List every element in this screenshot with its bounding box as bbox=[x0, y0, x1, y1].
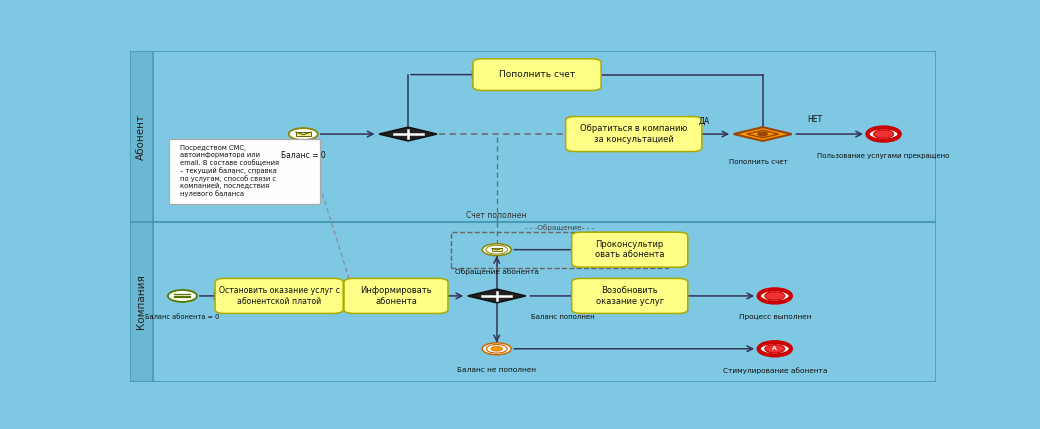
Text: - - -Обращение- - -: - - -Обращение- - - bbox=[525, 224, 594, 231]
FancyBboxPatch shape bbox=[492, 248, 502, 251]
Circle shape bbox=[764, 344, 785, 353]
Circle shape bbox=[167, 290, 197, 302]
FancyBboxPatch shape bbox=[566, 117, 702, 151]
Text: Компания: Компания bbox=[136, 274, 147, 329]
Text: Баланс = 0: Баланс = 0 bbox=[281, 151, 326, 160]
Circle shape bbox=[764, 292, 785, 300]
Text: Баланс не пополнен: Баланс не пополнен bbox=[458, 367, 537, 373]
FancyBboxPatch shape bbox=[153, 51, 936, 222]
FancyBboxPatch shape bbox=[215, 278, 343, 314]
Polygon shape bbox=[379, 127, 437, 141]
FancyBboxPatch shape bbox=[473, 59, 601, 91]
Text: Счет пополнен: Счет пополнен bbox=[467, 211, 527, 220]
FancyBboxPatch shape bbox=[572, 232, 687, 267]
Circle shape bbox=[867, 127, 900, 141]
FancyBboxPatch shape bbox=[344, 278, 448, 314]
Circle shape bbox=[487, 344, 508, 353]
Circle shape bbox=[757, 132, 768, 136]
Text: Обратиться в компанию
за консультацией: Обратиться в компанию за консультацией bbox=[580, 124, 687, 144]
Text: Посредством СМС,
автоинформатора или
email. В составе сообщения
– текущий баланс: Посредством СМС, автоинформатора или ema… bbox=[180, 145, 279, 197]
Text: Баланс абонента = 0: Баланс абонента = 0 bbox=[146, 314, 219, 320]
Text: Информировать
абонента: Информировать абонента bbox=[360, 286, 432, 305]
Text: Пополнить счет: Пополнить счет bbox=[729, 159, 788, 165]
Circle shape bbox=[486, 245, 508, 254]
Circle shape bbox=[491, 346, 502, 351]
FancyBboxPatch shape bbox=[170, 139, 320, 204]
Text: Абонент: Абонент bbox=[136, 114, 147, 160]
Polygon shape bbox=[468, 289, 526, 303]
Polygon shape bbox=[733, 127, 791, 141]
FancyBboxPatch shape bbox=[130, 222, 153, 382]
FancyBboxPatch shape bbox=[572, 278, 687, 314]
FancyBboxPatch shape bbox=[130, 51, 153, 222]
Text: Проконсультир
овать абонента: Проконсультир овать абонента bbox=[595, 240, 665, 260]
FancyBboxPatch shape bbox=[153, 222, 936, 382]
Text: НЕТ: НЕТ bbox=[807, 115, 823, 124]
Text: Остановить оказание услуг с
абонентской платой: Остановить оказание услуг с абонентской … bbox=[218, 286, 340, 305]
Circle shape bbox=[874, 130, 893, 138]
Text: Обращение абонента: Обращение абонента bbox=[454, 268, 539, 275]
Circle shape bbox=[483, 343, 512, 355]
Circle shape bbox=[759, 342, 791, 355]
FancyBboxPatch shape bbox=[130, 51, 936, 382]
Circle shape bbox=[289, 128, 318, 140]
Text: Пополнить счет: Пополнить счет bbox=[499, 70, 575, 79]
Polygon shape bbox=[747, 130, 779, 138]
Circle shape bbox=[759, 289, 791, 302]
Text: Возобновить
оказание услуг: Возобновить оказание услуг bbox=[596, 286, 664, 305]
Text: ДА: ДА bbox=[699, 117, 710, 126]
Text: Баланс пополнен: Баланс пополнен bbox=[531, 314, 595, 320]
Text: Пользование услугами прекращено: Пользование услугами прекращено bbox=[817, 153, 950, 159]
Text: Стимулирование абонента: Стимулирование абонента bbox=[723, 367, 827, 374]
FancyBboxPatch shape bbox=[295, 132, 311, 136]
Circle shape bbox=[483, 244, 512, 256]
Text: А: А bbox=[773, 346, 777, 351]
Text: Процесс выполнен: Процесс выполнен bbox=[738, 314, 811, 320]
